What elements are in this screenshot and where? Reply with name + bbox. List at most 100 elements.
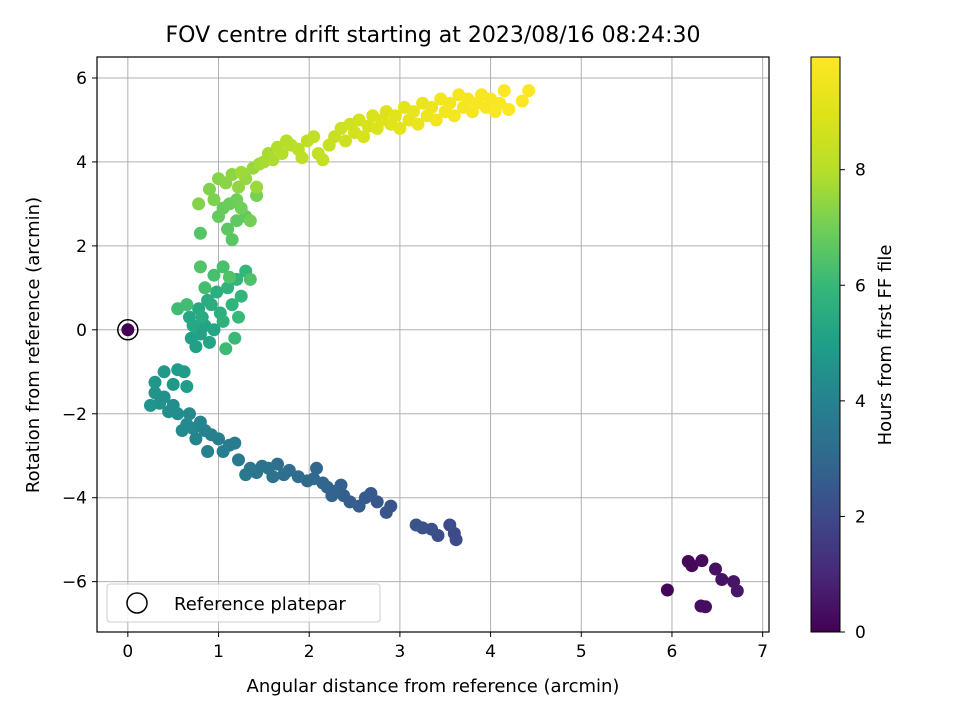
y-tick-label: −2	[62, 405, 87, 425]
data-point	[310, 461, 323, 475]
data-point	[207, 193, 221, 207]
data-point	[195, 310, 209, 324]
y-tick-label: 2	[76, 237, 87, 257]
data-point	[144, 398, 157, 412]
data-point	[379, 505, 393, 519]
data-point	[183, 407, 196, 421]
data-point	[449, 533, 463, 547]
y-axis-ticks: −6 −4 −2 0 2 4 6	[62, 69, 97, 593]
data-point	[243, 272, 257, 286]
data-point	[232, 310, 245, 324]
y-tick-label: 4	[76, 153, 87, 173]
data-point	[180, 298, 194, 312]
x-tick-label: 0	[122, 642, 133, 662]
data-point	[225, 298, 239, 312]
data-point	[210, 285, 224, 299]
data-point	[157, 365, 171, 379]
data-point	[203, 182, 216, 196]
x-tick-label: 1	[213, 642, 224, 662]
data-point	[216, 445, 230, 458]
data-point	[228, 331, 242, 345]
data-point	[216, 260, 230, 274]
data-point	[388, 109, 402, 123]
data-point	[225, 233, 239, 247]
data-point	[193, 260, 207, 274]
colorbar: 0 2 4 6 8 Hours from first FF file	[810, 56, 896, 643]
legend-box	[106, 583, 381, 623]
data-point	[443, 518, 457, 532]
colorbar-tick-label: 2	[855, 507, 866, 527]
y-axis-label: Rotation from reference (arcmin)	[23, 197, 44, 493]
data-point	[339, 134, 352, 148]
data-point	[189, 340, 203, 354]
data-point	[291, 470, 305, 484]
colorbar-tick-label: 4	[855, 392, 866, 412]
data-point	[148, 375, 162, 389]
data-point	[407, 105, 420, 119]
data-point	[239, 468, 253, 482]
chart-title: FOV centre drift starting at 2023/08/16 …	[166, 23, 701, 48]
data-point	[250, 180, 264, 194]
legend-label: Reference platepar	[174, 594, 346, 615]
data-point	[493, 96, 507, 110]
x-tick-label: 4	[485, 642, 496, 662]
x-tick-label: 7	[757, 642, 768, 662]
data-point	[730, 584, 744, 598]
y-tick-label: −6	[62, 573, 87, 593]
data-point	[443, 96, 457, 110]
data-point	[203, 335, 216, 349]
data-point	[243, 214, 257, 228]
colorbar-tick-label: 0	[855, 623, 866, 643]
data-point	[232, 453, 245, 467]
colorbar-label: Hours from first FF file	[875, 245, 896, 446]
data-point	[221, 222, 235, 236]
data-point	[429, 113, 443, 127]
colorbar-gradient	[810, 56, 841, 633]
x-axis-label: Angular distance from reference (arcmin)	[247, 676, 620, 697]
data-point	[393, 121, 407, 135]
x-tick-label: 6	[667, 642, 678, 662]
data-point	[715, 573, 729, 586]
data-point	[192, 197, 206, 211]
data-point	[307, 130, 321, 144]
data-point	[177, 365, 191, 379]
colorbar-tick-label: 6	[855, 276, 866, 296]
data-point	[234, 165, 248, 179]
x-tick-label: 3	[394, 642, 405, 662]
data-point	[357, 130, 371, 144]
colorbar-ticks: 0 2 4 6 8	[840, 161, 866, 643]
data-point	[201, 445, 215, 458]
data-point	[162, 405, 176, 419]
data-point	[660, 583, 674, 597]
data-point	[352, 113, 366, 127]
data-point	[216, 314, 230, 328]
data-point	[515, 94, 529, 108]
data-point	[295, 151, 309, 165]
data-point	[497, 84, 511, 98]
legend: Reference platepar	[106, 583, 381, 623]
data-point	[189, 432, 203, 446]
data-point	[234, 289, 248, 303]
data-point	[175, 424, 189, 437]
data-point	[685, 559, 699, 573]
data-point	[411, 117, 425, 131]
data-point	[709, 562, 722, 576]
data-point	[316, 153, 330, 167]
data-point	[166, 377, 180, 391]
x-axis-ticks: 0 1 2 3 4 5 6 7	[122, 632, 768, 662]
data-point	[186, 319, 200, 333]
data-point	[447, 109, 461, 123]
data-point	[180, 380, 194, 393]
data-point	[275, 147, 289, 160]
plot-frame	[96, 56, 770, 633]
y-tick-label: 0	[76, 321, 87, 341]
data-point	[502, 103, 516, 116]
y-tick-label: 6	[76, 69, 87, 89]
data-point	[425, 100, 439, 114]
reference-point-fill	[121, 323, 135, 337]
reference-platepar-marker	[117, 319, 139, 341]
x-tick-label: 2	[304, 642, 315, 662]
data-point	[148, 386, 162, 400]
